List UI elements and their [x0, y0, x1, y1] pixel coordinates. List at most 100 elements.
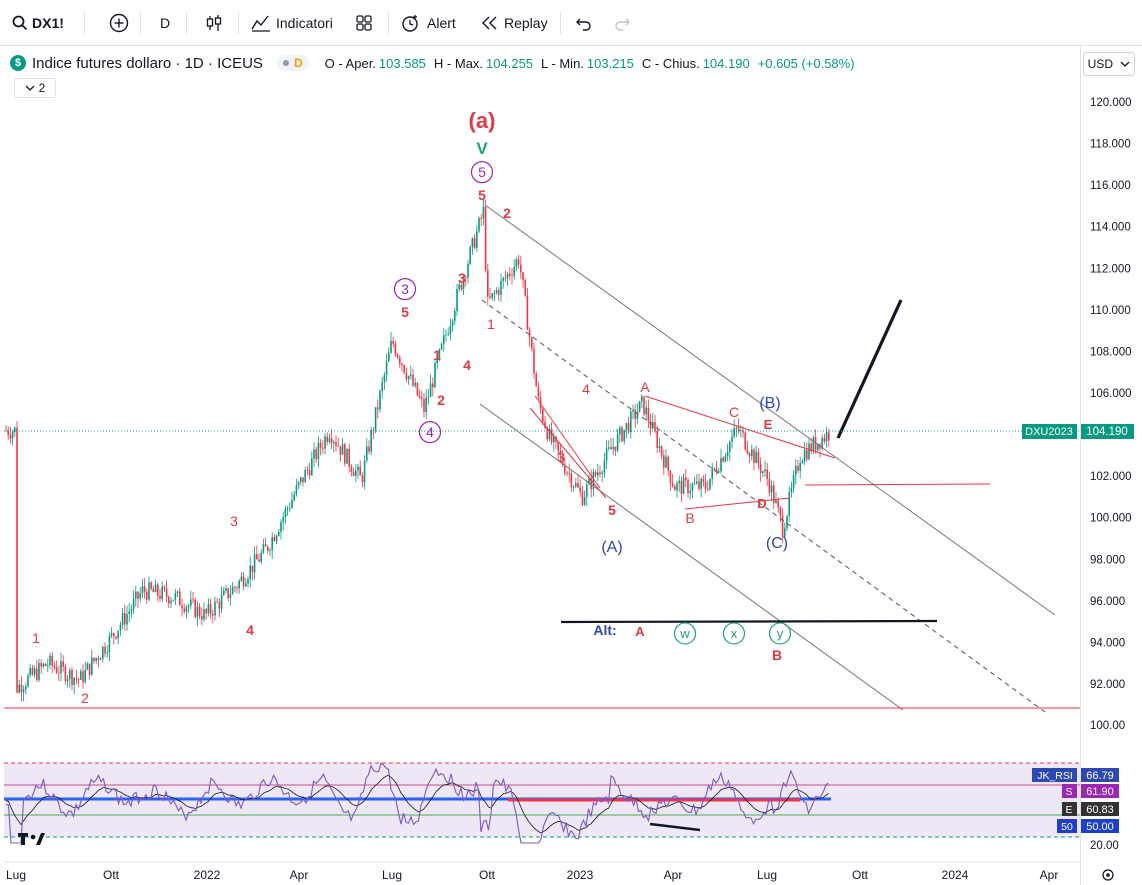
- candle-body: [676, 483, 678, 491]
- templates-button[interactable]: [354, 11, 374, 35]
- time-tick-label: 2022: [194, 868, 221, 882]
- candle-body: [152, 588, 155, 593]
- candle-body: [104, 646, 106, 654]
- candle-body: [9, 435, 12, 439]
- candle-body: [295, 485, 298, 495]
- rsi-value: 66.79: [1086, 770, 1114, 782]
- market-status-badge[interactable]: D: [276, 55, 309, 71]
- candle-body: [143, 586, 146, 592]
- currency-select[interactable]: USD: [1083, 52, 1135, 76]
- status-dot-icon: [282, 60, 289, 66]
- rsi-e-value: 60.83: [1086, 804, 1114, 816]
- candle-body: [58, 672, 60, 674]
- candle-body: [370, 429, 372, 452]
- replay-label: Replay: [504, 15, 548, 31]
- toolbar-divider: [84, 12, 85, 34]
- candle-body: [449, 325, 452, 335]
- candle-body: [251, 565, 254, 573]
- currency-label: USD: [1087, 57, 1113, 71]
- candle-body: [498, 290, 500, 295]
- candle-body: [405, 372, 408, 380]
- wave-label: 3: [458, 270, 466, 286]
- candle-body: [586, 484, 588, 497]
- rsi-tick-20: 20.00: [1090, 840, 1119, 852]
- candle-body: [575, 483, 577, 487]
- candle-body: [786, 515, 788, 529]
- candle-body: [533, 348, 535, 374]
- candle-body: [478, 217, 480, 232]
- candles-icon: [206, 15, 222, 31]
- candle-body: [289, 507, 291, 509]
- candle-body: [113, 633, 115, 637]
- undo-button[interactable]: [574, 11, 594, 35]
- candle-body: [462, 277, 465, 290]
- candle-body: [157, 584, 159, 596]
- candle-body: [163, 586, 166, 589]
- candle-body: [535, 373, 537, 387]
- candle-body: [84, 669, 86, 683]
- candle-body: [62, 661, 64, 667]
- candle-body: [14, 427, 16, 433]
- compare-button[interactable]: [109, 11, 129, 35]
- replay-button[interactable]: Replay: [480, 11, 548, 35]
- candle-body: [735, 427, 738, 429]
- time-tick-label: Ott: [479, 868, 496, 882]
- candle-body: [293, 494, 295, 500]
- close-label: C - Chius.: [641, 55, 700, 71]
- candle-body: [788, 492, 790, 516]
- candle-body: [592, 472, 595, 490]
- wave-label: V: [476, 139, 488, 158]
- candle-body: [803, 449, 806, 462]
- candle-body: [647, 407, 650, 422]
- candle-body: [383, 374, 386, 383]
- undo-icon: [576, 18, 591, 31]
- candle-body: [726, 452, 729, 457]
- alert-button[interactable]: Alert: [400, 11, 456, 35]
- triangle-lower-line: [684, 497, 791, 510]
- candle-body: [801, 461, 804, 464]
- chart-type-button[interactable]: [204, 11, 224, 35]
- rewind-icon: [482, 16, 497, 30]
- candle-body: [482, 206, 485, 219]
- candle-body: [502, 277, 504, 281]
- indicators-icon: [251, 15, 270, 32]
- wave-label: (a): [469, 108, 496, 133]
- candle-body: [55, 667, 58, 673]
- candle-body: [75, 677, 78, 679]
- symbol-search-button[interactable]: DX1!: [12, 11, 64, 35]
- candle-body: [236, 587, 238, 589]
- candle-body: [388, 352, 390, 362]
- candle-body: [278, 532, 280, 536]
- candle-body: [190, 599, 192, 606]
- candle-body: [368, 446, 370, 452]
- candle-body: [366, 446, 368, 461]
- candle-body: [511, 275, 513, 277]
- time-tick-label: Ott: [103, 868, 120, 882]
- channel-lower-line: [479, 403, 904, 711]
- candle-body: [438, 349, 441, 360]
- candle-body: [91, 657, 93, 675]
- legend-collapse-button[interactable]: 2: [14, 78, 56, 98]
- candle-body: [731, 436, 733, 442]
- high-label: H - Max.: [433, 55, 484, 71]
- settings-icon[interactable]: [1102, 869, 1114, 881]
- wave-label: A: [640, 379, 650, 395]
- candle-body: [124, 613, 126, 625]
- candle-body: [465, 277, 467, 279]
- candle-body: [302, 477, 304, 483]
- symbol-label: DX1!: [32, 15, 64, 31]
- wave-label: w: [679, 626, 690, 641]
- interval-button[interactable]: D: [160, 11, 170, 35]
- candle-body: [748, 453, 751, 457]
- candle-body: [335, 442, 337, 446]
- candle-body: [42, 663, 45, 667]
- candle-body: [317, 442, 320, 460]
- indicators-button[interactable]: Indicatori: [250, 11, 333, 35]
- wave-label: B: [685, 510, 694, 526]
- candle-body: [80, 671, 82, 680]
- candle-body: [220, 595, 223, 609]
- wave-label: 1: [487, 316, 495, 332]
- redo-button[interactable]: [612, 11, 632, 35]
- candle-body: [280, 522, 282, 533]
